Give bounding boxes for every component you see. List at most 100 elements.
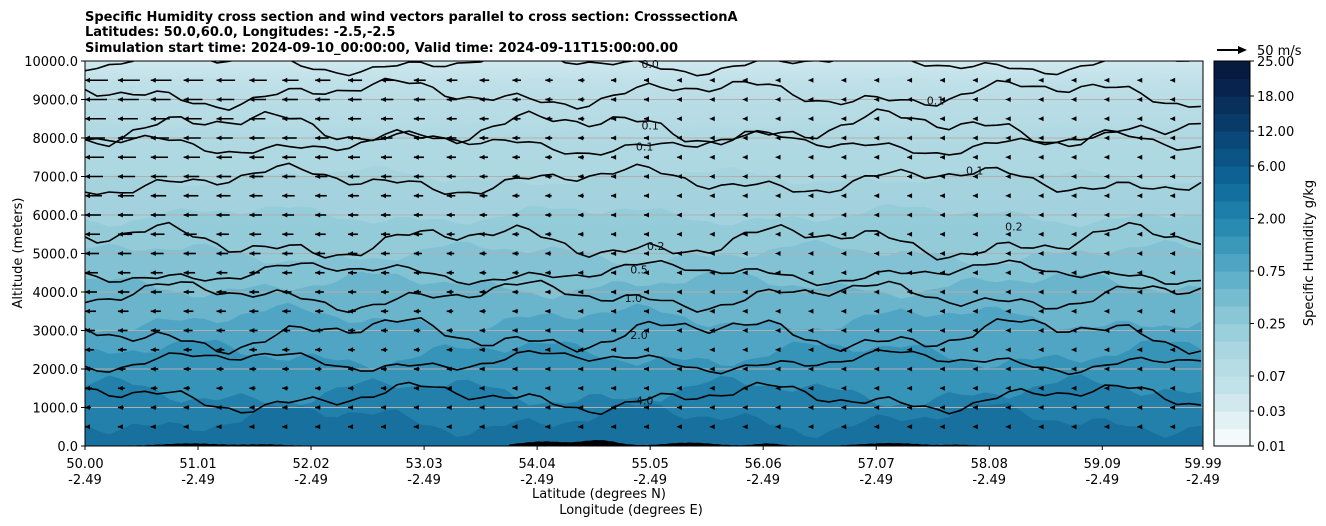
wind-vector-head: [939, 270, 945, 276]
wind-vector-head: [413, 289, 419, 295]
wind-vector-head: [709, 97, 715, 102]
wind-reference-key: 50 m/s: [1217, 44, 1302, 59]
wind-vector-head: [380, 212, 386, 218]
wind-vector-head: [479, 308, 485, 314]
wind-vector-head: [282, 135, 288, 141]
colorbar-segment: [1214, 288, 1250, 307]
wind-vector-head: [249, 97, 255, 102]
colorbar-segment: [1214, 113, 1250, 132]
wind-vector-head: [249, 154, 255, 160]
wind-vector-head: [676, 154, 682, 160]
wind-vector-head: [1005, 405, 1011, 410]
wind-vector-head: [150, 193, 156, 199]
wind-vector-head: [315, 251, 321, 256]
wind-vector-head: [446, 251, 452, 256]
wind-vector-head: [1005, 385, 1011, 391]
wind-vector-head: [1038, 231, 1044, 237]
wind-vector-head: [1038, 289, 1044, 295]
wind-vector-head: [1038, 347, 1044, 353]
wind-vector-head: [150, 97, 156, 102]
wind-vector-head: [117, 366, 123, 372]
wind-vector-head: [742, 308, 748, 314]
wind-vector-head: [446, 405, 452, 410]
wind-vector-head: [512, 405, 518, 410]
wind-vector-head: [512, 174, 518, 179]
wind-vector-head: [479, 289, 485, 295]
wind-vector-head: [183, 97, 189, 102]
wind-vector-head: [1170, 347, 1176, 353]
wind-vector-head: [1104, 97, 1110, 102]
wind-vector-head: [117, 77, 123, 83]
wind-vector-head: [578, 212, 584, 218]
x-tick-label-lat: 51.01: [179, 457, 216, 472]
wind-vector-head: [611, 212, 617, 218]
wind-vector-head: [85, 366, 90, 372]
wind-vector-head: [1038, 116, 1044, 122]
wind-vector-head: [1137, 116, 1143, 122]
wind-vector-head: [216, 212, 222, 218]
wind-vector-head: [1203, 213, 1208, 218]
wind-vector-head: [676, 231, 682, 237]
wind-vector-head: [479, 270, 485, 276]
wind-vector-head: [578, 174, 584, 179]
wind-vector-head: [1005, 212, 1011, 218]
wind-vector-head: [1137, 366, 1143, 372]
wind-vector-head: [972, 135, 978, 141]
contour-labels: 0.0 0.1 0.1 0.2 0.5 1.0 2.0 4.0 0.1 0.1 0.2: [625, 58, 1023, 408]
wind-vector-head: [742, 97, 748, 102]
wind-vector-head: [348, 116, 354, 122]
wind-vector-head: [1104, 251, 1110, 256]
wind-vector-head: [808, 77, 814, 83]
wind-vector-head: [446, 385, 452, 391]
wind-vector-head: [512, 212, 518, 218]
wind-vector-head: [972, 251, 978, 256]
x-tick-label-lat: 53.03: [405, 457, 442, 472]
wind-vector-head: [611, 116, 617, 122]
wind-vector-head: [1170, 405, 1176, 410]
wind-vector-head: [644, 424, 649, 430]
wind-vector-head: [676, 308, 682, 314]
wind-vector-head: [282, 251, 288, 256]
wind-vector-head: [578, 385, 584, 391]
wind-vector-head: [1071, 251, 1077, 256]
wind-vector-head: [183, 193, 189, 199]
wind-vector-head: [1104, 231, 1110, 237]
wind-vector-head: [413, 251, 419, 256]
x-axis-label-latitude: Latitude (degrees N): [532, 487, 666, 502]
wind-vector-head: [183, 270, 189, 276]
wind-vector-head: [709, 270, 715, 276]
wind-vector-head: [1203, 290, 1208, 295]
wind-vector-head: [85, 289, 90, 295]
wind-vector-head: [644, 270, 649, 276]
wind-vector-head: [676, 270, 682, 276]
wind-vector-head: [874, 270, 880, 276]
wind-vector-head: [1071, 366, 1077, 372]
wind-vector-head: [1170, 385, 1176, 391]
wind-vector-head: [644, 135, 649, 141]
wind-vector-head: [348, 77, 354, 83]
wind-vector-head: [315, 347, 321, 353]
wind-vector-head: [150, 308, 156, 314]
contour-lines: [85, 61, 1202, 416]
colorbar-tick-label: 0.07: [1257, 370, 1286, 385]
wind-vector-head: [972, 270, 978, 276]
colorbar-tick-label: 6.00: [1257, 160, 1286, 175]
wind-vector-head: [117, 135, 123, 141]
wind-vector-head: [775, 424, 781, 430]
wind-vector-head: [545, 424, 551, 430]
wind-vector-head: [841, 424, 847, 430]
wind-vector-head: [117, 231, 123, 237]
wind-reference-label: 50 m/s: [1257, 44, 1302, 59]
y-tick-label: 4000.0: [33, 286, 79, 301]
wind-vector-head: [282, 347, 288, 353]
contour-line: [85, 279, 1202, 314]
wind-vector-head: [1170, 366, 1176, 372]
wind-vector-head: [874, 212, 880, 218]
wind-vector-head: [1005, 251, 1011, 256]
wind-vector-head: [249, 308, 255, 314]
wind-vector-head: [512, 366, 518, 372]
wind-vector-head: [775, 135, 781, 141]
wind-vector-head: [545, 77, 551, 83]
contour-line: [85, 381, 1202, 416]
wind-vector-head: [216, 174, 222, 179]
